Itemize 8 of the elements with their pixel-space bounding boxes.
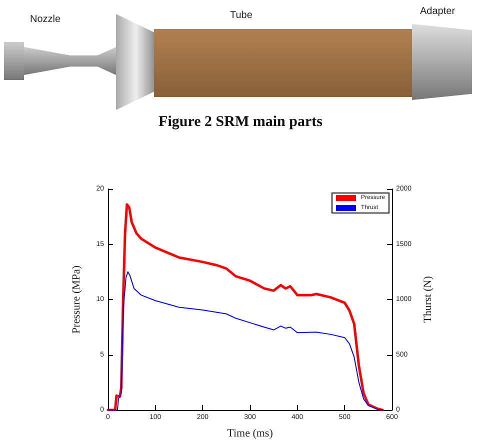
- y-axis-title: Pressure (MPa): [70, 265, 82, 334]
- text: Tube: [230, 10, 252, 21]
- caption: Figure 2 SRM main parts: [158, 114, 324, 131]
- text: Nozzle: [30, 14, 61, 25]
- y2-axis-title: Thurst (N): [422, 276, 434, 323]
- x-axis-title: Time (ms): [227, 428, 274, 440]
- line-series: [108, 271, 384, 410]
- text: Adapter: [420, 6, 456, 17]
